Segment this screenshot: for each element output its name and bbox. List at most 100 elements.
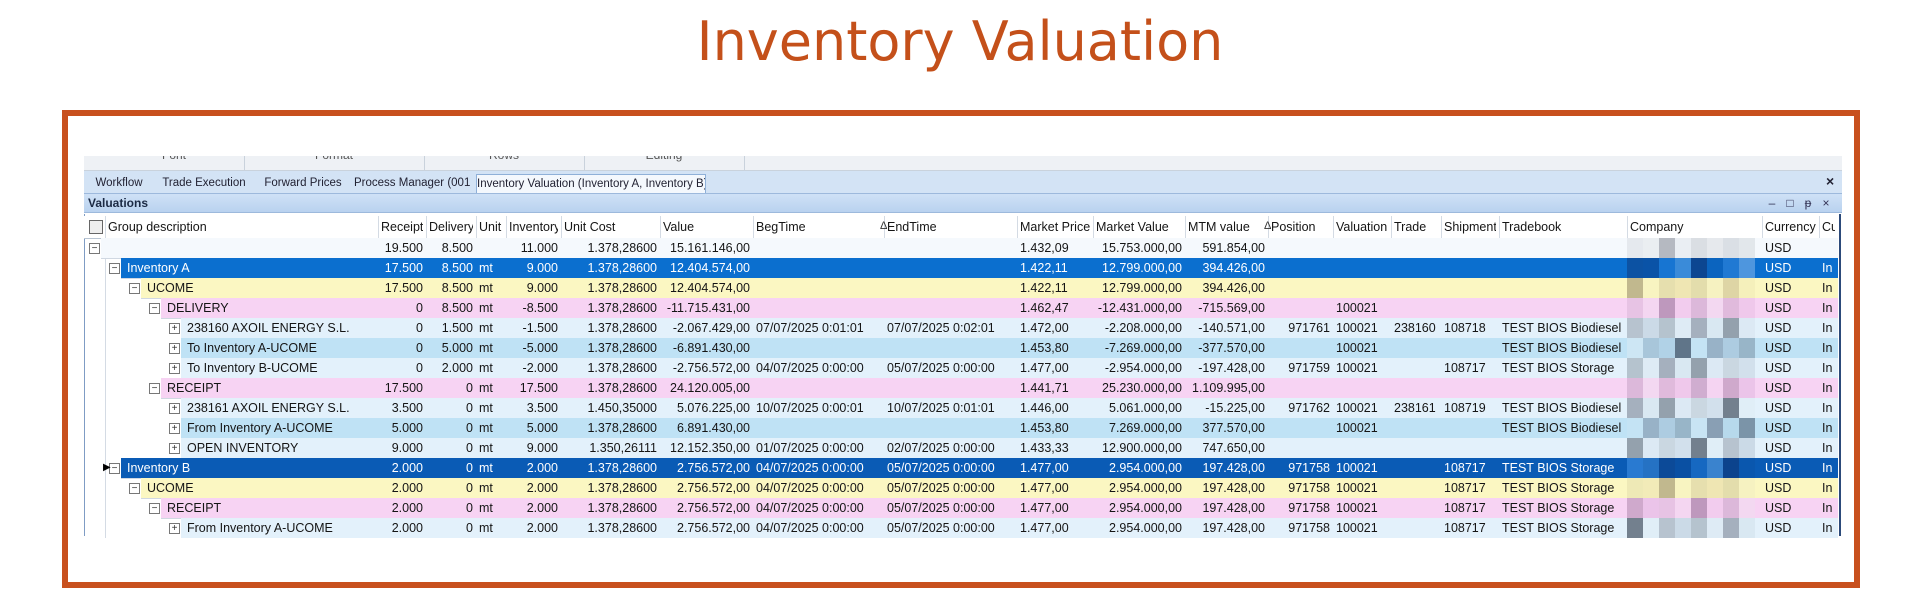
cell: 100021 xyxy=(1336,461,1378,475)
cell: USD xyxy=(1765,461,1792,475)
cell: 2.000 xyxy=(391,521,423,535)
expander[interactable]: − xyxy=(149,303,160,314)
cell: 2.756.572,00 xyxy=(677,501,750,515)
cell: 15.753.000,00 xyxy=(1102,241,1182,255)
expander[interactable]: − xyxy=(149,383,160,394)
sort-indicator: Δ xyxy=(1264,220,1272,232)
redacted-block xyxy=(1659,438,1675,458)
expander[interactable]: + xyxy=(169,323,180,334)
expander[interactable]: − xyxy=(129,283,140,294)
expander[interactable]: − xyxy=(109,263,120,274)
tab[interactable]: Forward Prices xyxy=(264,177,342,189)
cell: 108717 xyxy=(1444,521,1486,535)
window-control[interactable]: ᵽ xyxy=(1804,196,1812,210)
redacted-block xyxy=(1627,298,1643,318)
cell: 12.404.574,00 xyxy=(670,281,750,295)
cell: 1.422,11 xyxy=(1020,261,1068,275)
redacted-block xyxy=(1691,378,1707,398)
cell: 2.756.572,00 xyxy=(677,461,750,475)
cell: 17.500 xyxy=(384,261,423,275)
column-header[interactable]: Value xyxy=(663,220,695,234)
redacted-block xyxy=(1675,238,1691,258)
cell: 2.000 xyxy=(526,521,558,535)
frame xyxy=(62,110,1860,588)
column-header[interactable]: Trade xyxy=(1394,220,1427,234)
redacted-block xyxy=(1627,318,1643,338)
cell: 394.426,00 xyxy=(1202,261,1265,275)
column-header[interactable]: Company xyxy=(1630,220,1684,234)
redacted-block xyxy=(1659,398,1675,418)
expander[interactable]: + xyxy=(169,523,180,534)
column-header[interactable]: Valuation xyxy=(1336,220,1388,234)
redacted-block xyxy=(1691,478,1707,498)
expander[interactable]: − xyxy=(89,243,100,254)
expander[interactable]: + xyxy=(169,363,180,374)
cell: 04/07/2025 0:00:00 xyxy=(756,461,864,475)
column-header[interactable]: Inventory xyxy=(509,220,558,234)
cell: In xyxy=(1822,461,1833,475)
expander[interactable]: + xyxy=(169,443,180,454)
column-header[interactable]: Delivery xyxy=(429,220,473,234)
cell: 238161 xyxy=(1394,401,1436,415)
cell: 17.500 xyxy=(519,381,558,395)
cell: 0 xyxy=(416,341,423,355)
cell: 0 xyxy=(416,361,423,375)
cell: -140.571,00 xyxy=(1198,321,1265,335)
cell: 197.428,00 xyxy=(1202,481,1265,495)
tab[interactable]: Process Manager (001) xyxy=(354,177,470,189)
cell: 971759 xyxy=(1288,361,1330,375)
column-header[interactable]: EndTime xyxy=(887,220,937,234)
column-header[interactable]: Cu xyxy=(1822,220,1835,234)
redacted-block xyxy=(1707,398,1723,418)
tab[interactable]: Inventory Valuation (Inventory A, Invent… xyxy=(476,174,706,193)
column-header[interactable]: Market Value xyxy=(1096,220,1169,234)
cell: 971758 xyxy=(1288,461,1330,475)
cell: 5.076.225,00 xyxy=(677,401,750,415)
cell: 9.000 xyxy=(526,441,558,455)
column-header[interactable]: Shipment xyxy=(1444,220,1496,234)
column-header[interactable]: Position xyxy=(1271,220,1316,234)
column-header[interactable]: Unit Cost xyxy=(564,220,616,234)
cell: 1.378,28600 xyxy=(587,361,657,375)
expander[interactable]: − xyxy=(109,463,120,474)
window-control[interactable]: × xyxy=(1822,196,1830,210)
column-header[interactable]: MTM value xyxy=(1188,220,1250,234)
cell: 1.378,28600 xyxy=(587,501,657,515)
redacted-block xyxy=(1627,498,1643,518)
column-header[interactable]: Group description xyxy=(108,220,207,234)
expander[interactable]: + xyxy=(169,423,180,434)
expander[interactable]: + xyxy=(169,403,180,414)
tab[interactable]: Trade Execution xyxy=(162,177,246,189)
column-header[interactable]: BegTime xyxy=(756,220,806,234)
column-header[interactable]: Currency xyxy=(1765,220,1816,234)
redacted-block xyxy=(1659,338,1675,358)
close-icon[interactable]: × xyxy=(1826,173,1835,189)
column-header[interactable]: Unit xyxy=(479,220,502,234)
cell: 100021 xyxy=(1336,481,1378,495)
cell: -15.225,00 xyxy=(1205,401,1265,415)
column-header[interactable]: Receipt xyxy=(381,220,423,234)
redacted-block xyxy=(1691,298,1707,318)
expander[interactable]: − xyxy=(149,503,160,514)
column-header[interactable]: Market Price xyxy=(1020,220,1090,234)
redacted-block xyxy=(1675,258,1691,278)
expander[interactable]: + xyxy=(169,343,180,354)
redacted-block xyxy=(1643,458,1659,478)
cell: In xyxy=(1822,421,1833,435)
redacted-block xyxy=(1643,318,1659,338)
cell: 238161 AXOIL ENERGY S.L. xyxy=(187,401,350,415)
redacted-block xyxy=(1627,358,1643,378)
tab[interactable]: Workflow xyxy=(95,177,143,189)
cell: 1.441,71 xyxy=(1020,381,1069,395)
redacted-block xyxy=(1691,498,1707,518)
expander[interactable]: − xyxy=(129,483,140,494)
cell: Inventory A xyxy=(127,261,190,275)
column-chooser-icon[interactable] xyxy=(89,220,103,234)
column-header[interactable]: Tradebook xyxy=(1502,220,1562,234)
window-control[interactable]: □ xyxy=(1786,196,1794,210)
window-control[interactable]: – xyxy=(1768,196,1776,210)
cell: 5.061.000,00 xyxy=(1109,401,1182,415)
redacted-block xyxy=(1675,498,1691,518)
app-window: FontFormatRowsEditing Workflow Trade Execu… xyxy=(84,156,1842,538)
cell: TEST BIOS Biodiesel xyxy=(1502,401,1622,415)
